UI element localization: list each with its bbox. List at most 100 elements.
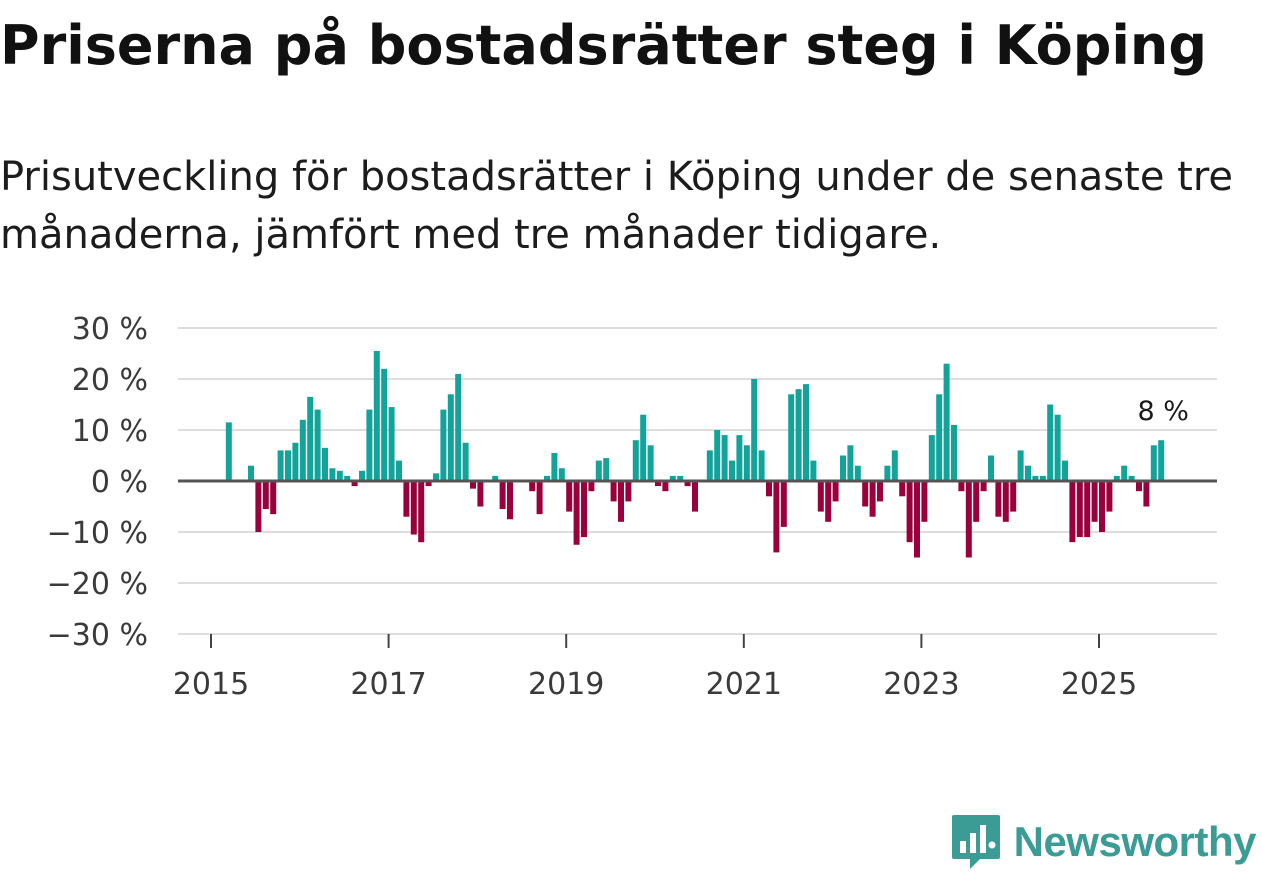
- bar: [943, 363, 950, 481]
- bar: [1039, 475, 1046, 481]
- bar: [988, 455, 994, 481]
- bar: [1062, 460, 1068, 481]
- newsworthy-logo-icon: [951, 815, 1000, 869]
- bar: [536, 481, 543, 515]
- bar: [766, 481, 772, 497]
- y-tick-label: −30 %: [47, 618, 148, 653]
- bar: [958, 481, 965, 492]
- x-axis: 2015 2017 2019 2021 2023 2025: [173, 634, 1137, 702]
- bar: [277, 450, 284, 481]
- bar-chart: 30 %20 %10 %0 %−10 %−20 %−30 % 2015 2017 2…: [47, 312, 1217, 702]
- bar: [299, 419, 306, 481]
- bar: [440, 409, 447, 481]
- bar: [366, 409, 373, 481]
- bar: [410, 481, 417, 535]
- bar: [869, 481, 876, 517]
- bar: [832, 481, 839, 502]
- chart-title: Priserna på bostadsrätter steg i Köping: [0, 14, 1207, 77]
- y-tick-label: 10 %: [72, 414, 148, 449]
- y-tick-label: −10 %: [47, 516, 148, 551]
- bar: [936, 394, 943, 481]
- bar: [359, 470, 365, 481]
- bar: [1136, 481, 1142, 492]
- bar: [632, 440, 639, 481]
- bar: [492, 475, 499, 481]
- bar: [1150, 445, 1157, 481]
- bar: [1076, 481, 1083, 538]
- bar: [788, 394, 795, 481]
- y-tick-label: 20 %: [72, 363, 148, 398]
- bar: [965, 481, 972, 558]
- latest-value-annotation: 8 %: [1137, 396, 1188, 427]
- bar: [470, 481, 476, 489]
- bar: [921, 481, 928, 522]
- bar: [351, 481, 358, 487]
- bar: [714, 430, 721, 481]
- bar: [499, 481, 506, 510]
- bar: [529, 481, 536, 492]
- bar: [1002, 481, 1009, 522]
- bar: [928, 435, 935, 481]
- bar: [403, 481, 410, 517]
- bar: [899, 481, 906, 497]
- bar: [736, 435, 743, 481]
- y-tick-label: 0 %: [91, 465, 148, 500]
- x-tick-label: 2021: [706, 667, 782, 702]
- bar: [692, 481, 698, 512]
- bar: [329, 468, 336, 481]
- bar: [373, 350, 380, 481]
- bar: [729, 460, 735, 481]
- bar: [314, 409, 321, 481]
- bar: [721, 435, 728, 481]
- brand-name: Newsworthy: [1013, 818, 1257, 865]
- bar: [803, 384, 809, 481]
- bar: [877, 481, 883, 502]
- bar: [780, 481, 787, 527]
- bar: [336, 470, 343, 481]
- bar: [1032, 475, 1039, 481]
- bar: [262, 481, 269, 510]
- bar: [433, 473, 439, 481]
- bar: [544, 475, 550, 481]
- bar: [1128, 475, 1135, 481]
- bar: [1069, 481, 1076, 543]
- bar: [662, 481, 669, 492]
- bar: [255, 481, 262, 532]
- bar: [773, 481, 780, 553]
- bar: [610, 481, 617, 502]
- bar: [618, 481, 624, 522]
- bar: [795, 389, 802, 481]
- bars: [225, 350, 1165, 558]
- bar: [1010, 481, 1017, 512]
- bar: [1084, 481, 1091, 538]
- bar: [951, 424, 957, 481]
- bar: [980, 481, 987, 492]
- bar: [973, 481, 980, 522]
- bar: [854, 465, 861, 481]
- bar: [573, 481, 580, 545]
- bar: [1099, 481, 1105, 532]
- bar: [388, 407, 395, 481]
- bar: [884, 465, 891, 481]
- bar: [1091, 481, 1098, 522]
- bar: [477, 481, 484, 507]
- bar: [684, 481, 691, 487]
- x-tick-label: 2025: [1061, 667, 1137, 702]
- bar: [1158, 440, 1165, 481]
- bar: [381, 368, 388, 481]
- bar: [462, 442, 469, 481]
- x-tick-label: 2017: [350, 667, 426, 702]
- x-tick-label: 2023: [883, 667, 959, 702]
- bar: [344, 475, 351, 481]
- bar: [1143, 481, 1150, 507]
- chart-subtitle: Prisutveckling för bostadsrätter i Köpin…: [0, 154, 1234, 258]
- bar: [751, 379, 758, 481]
- bar: [647, 445, 654, 481]
- newsworthy-logo: Newsworthy: [950, 813, 1257, 871]
- bar: [418, 481, 425, 543]
- bar: [1047, 404, 1054, 481]
- bar: [225, 422, 232, 481]
- bar: [285, 450, 291, 481]
- bar: [1121, 465, 1128, 481]
- bar: [743, 445, 750, 481]
